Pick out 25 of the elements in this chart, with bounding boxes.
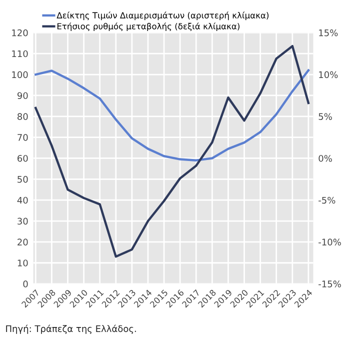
legend-label: Δείκτης Τιμών Διαμερισμάτων (αριστερή κλίμακα) [56, 12, 268, 20]
y-tick-label: 90 [17, 92, 28, 100]
y-tick-label: 30 [18, 218, 28, 225]
y-tick-label: 120 [12, 29, 28, 36]
y-tick-label: 60 [18, 154, 28, 162]
text: Πηγή: Τράπεζα της Ελλάδος. [6, 324, 136, 334]
y-tick-label: 50 [18, 176, 28, 183]
y-tick-label: 0 [23, 280, 28, 288]
y2-tick-label: 0% [318, 154, 332, 162]
y-tick-label: 40 [17, 196, 28, 204]
y2-tick-label: -15% [318, 280, 341, 288]
line-series [34, 69, 310, 162]
y-tick-label: 10 [18, 260, 28, 266]
y2-tick-label: -10% [318, 238, 341, 246]
legend-label: Ετήσιος ρυθμός μεταβολής (δεξιά κλίμακα) [57, 22, 240, 32]
y2-tick-label: 5% [318, 113, 332, 120]
y-tick-label: 100 [12, 71, 28, 78]
y-tick-label: 110 [12, 50, 28, 58]
y2-tick-label: 15% [319, 29, 338, 36]
y-tick-label: 70 [18, 134, 28, 141]
y-tick-label: 20 [18, 238, 28, 246]
y2-tick-label: 10% [319, 71, 338, 78]
y-tick-label: 80 [18, 113, 28, 120]
line-series [34, 44, 310, 258]
y2-tick-label: -5% [318, 196, 336, 204]
